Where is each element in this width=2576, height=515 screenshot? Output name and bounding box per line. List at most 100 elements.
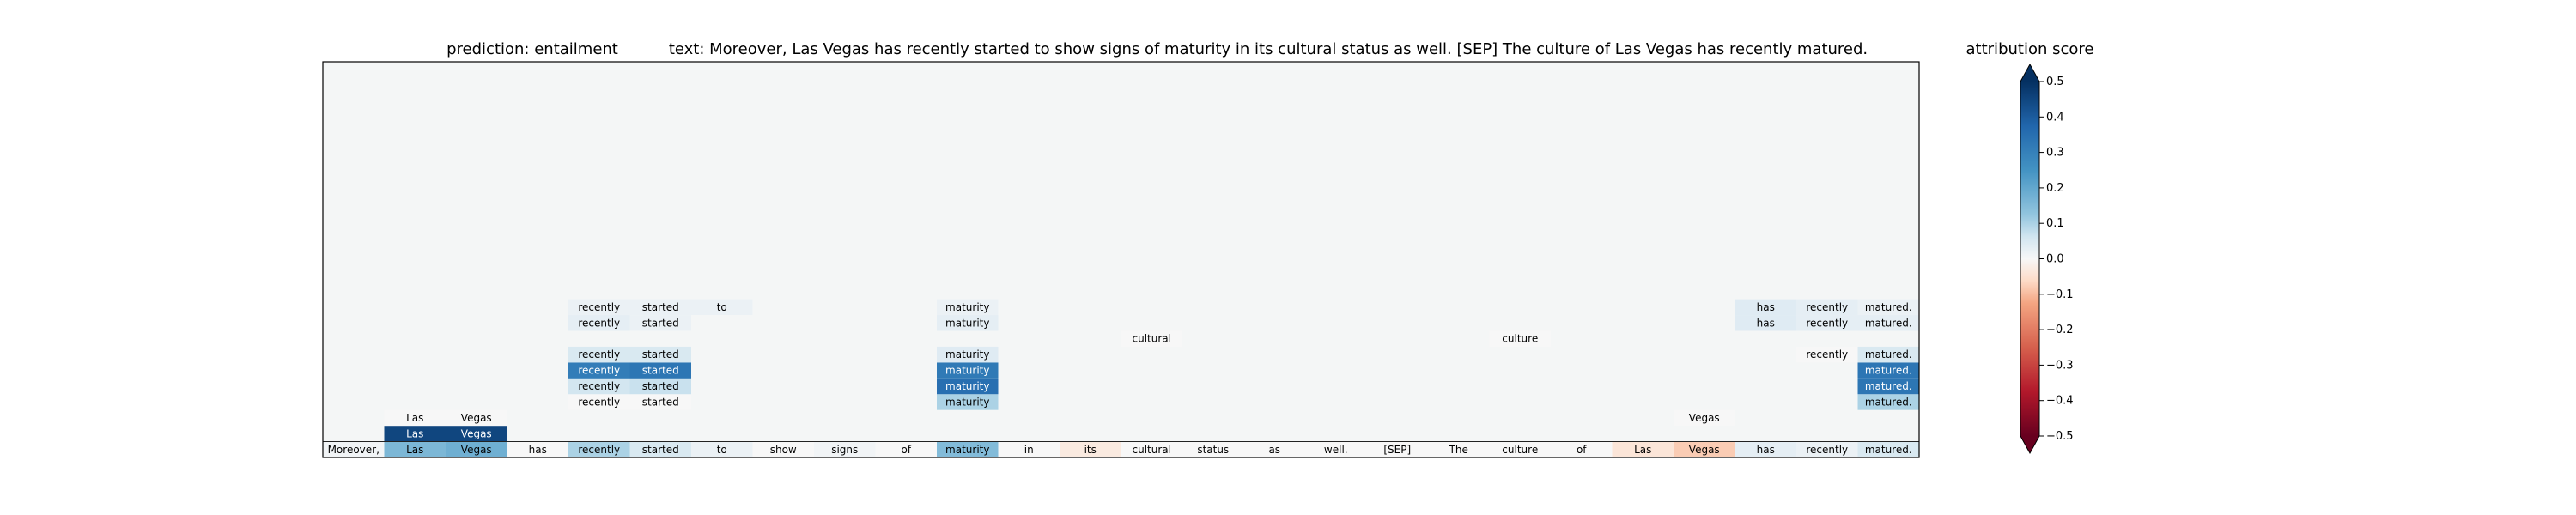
cell-token-label: Vegas [461, 412, 492, 424]
cell-token-label: started [642, 380, 679, 392]
colorbar-label: attribution score [1966, 40, 2094, 58]
colorbar-tick-label: −0.2 [2046, 324, 2074, 336]
heatmap-cell [1857, 346, 1919, 363]
heatmap-cell [1735, 441, 1796, 457]
colorbar-extend-bottom [2020, 436, 2039, 453]
heatmap-cell [937, 362, 999, 379]
cell-token-label: matured. [1865, 348, 1912, 360]
cell-token-label: matured. [1865, 365, 1912, 377]
heatmap-cell [1735, 299, 1796, 316]
heatmap-cell [629, 394, 691, 410]
cell-token-label: matured. [1865, 444, 1912, 456]
heatmap-cell [1796, 315, 1858, 331]
cell-token-label: Las [1634, 444, 1651, 456]
heatmap-cell [1305, 441, 1367, 457]
cell-token-label: culture [1502, 333, 1538, 345]
heatmap-cell [814, 441, 876, 457]
heatmap-cell [937, 315, 999, 331]
attribution-row: Las Vegas [384, 426, 507, 442]
heatmap-cell [568, 441, 630, 457]
cell-token-label: recently [578, 396, 620, 408]
cell-token-label: recently [1806, 301, 1848, 313]
cell-token-label: recently [578, 317, 620, 329]
cell-token-label: matured. [1865, 380, 1912, 392]
heatmap-cell [937, 299, 999, 316]
heatmap-cell [1121, 441, 1182, 457]
cell-token-label: The [1449, 444, 1468, 456]
cell-token-label: maturity [945, 380, 989, 392]
heatmap-cell [568, 378, 630, 395]
cell-token-label: Vegas [1689, 444, 1720, 456]
cell-token-label: Vegas [461, 444, 492, 456]
cell-token-label: Moreover, [328, 444, 380, 456]
heatmap-cell [384, 426, 446, 442]
heatmap-cell [568, 299, 630, 316]
cell-token-label: recently [578, 301, 620, 313]
colorbar-tick-label: 0.4 [2046, 111, 2064, 124]
colorbar-tick-label: 0.0 [2046, 253, 2064, 266]
heatmap-cell [875, 441, 937, 457]
heatmap-cell [446, 426, 507, 442]
heatmap-cell [629, 299, 691, 316]
heatmap-cell [691, 441, 753, 457]
heatmap-cell [752, 441, 814, 457]
cell-token-label: as [1268, 444, 1280, 456]
attribution-row: recently started maturity has recently mature… [568, 315, 1919, 331]
attribution-row: recently started maturity matured. [568, 362, 1919, 379]
cell-token-label: Vegas [1689, 412, 1720, 424]
cell-token-label: of [901, 444, 911, 456]
attribution-row: recently started maturity matured. [568, 394, 1919, 410]
heatmap-cell [446, 409, 507, 427]
cell-token-label: [SEP] [1383, 444, 1411, 456]
cell-token-label: in [1024, 444, 1034, 456]
colorbar-tick-label: −0.4 [2046, 395, 2074, 408]
cell-token-label: has [1757, 444, 1775, 456]
colorbar-tick-label: 0.5 [2046, 76, 2064, 88]
heatmap-cell [629, 441, 691, 457]
heatmap-cell [1857, 315, 1919, 331]
heatmap-cell [1489, 441, 1551, 457]
heatmap-cell [384, 441, 446, 457]
cell-token-label: Las [406, 444, 423, 456]
heatmap-cell [507, 441, 568, 457]
heatmap-cell [1857, 299, 1919, 316]
title-text: text: Moreover, Las Vegas has recently s… [669, 40, 1868, 58]
cell-token-label: started [642, 317, 679, 329]
cell-token-label: maturity [945, 317, 989, 329]
heatmap-plot: Moreover, Las Vegas has recently started to sho… [322, 61, 1920, 458]
cell-token-label: maturity [945, 365, 989, 377]
cell-token-label: has [529, 444, 547, 456]
heatmap-cell [629, 378, 691, 395]
cell-token-label: to [717, 444, 727, 456]
cell-token-label: Las [406, 427, 423, 439]
cell-token-label: recently [578, 380, 620, 392]
cell-token-label: recently [1806, 317, 1848, 329]
heatmap-cell [1857, 441, 1919, 457]
cell-token-label: status [1197, 444, 1229, 456]
cell-token-label: Vegas [461, 427, 492, 439]
cell-token-label: Las [406, 412, 423, 424]
heatmap-cell [1796, 441, 1858, 457]
plot-frame [322, 61, 1920, 458]
attribution-row: Las Vegas Vegas [384, 409, 1735, 427]
attribution-row: cultural culture [1121, 330, 1551, 347]
colorbar-extend-top [2020, 64, 2039, 82]
heatmap-cell [937, 441, 999, 457]
heatmap-cell [937, 346, 999, 363]
cell-token-label: has [1757, 317, 1775, 329]
cell-token-label: started [642, 348, 679, 360]
cell-token-label: maturity [945, 348, 989, 360]
heatmap-cell [446, 441, 507, 457]
cell-token-label: recently [578, 444, 620, 456]
colorbar-gradient [2020, 82, 2039, 436]
plot-background [323, 62, 1919, 457]
cell-token-label: cultural [1133, 333, 1171, 345]
heatmap-cell [691, 299, 753, 316]
heatmap-cell [1428, 441, 1490, 457]
cell-token-label: recently [578, 365, 620, 377]
heatmap-cell [1796, 346, 1858, 363]
heatmap-cell [568, 362, 630, 379]
heatmap-cell [1551, 441, 1613, 457]
attribution-row: recently started maturity recently matured. [568, 346, 1919, 363]
cell-token-label: of [1577, 444, 1587, 456]
